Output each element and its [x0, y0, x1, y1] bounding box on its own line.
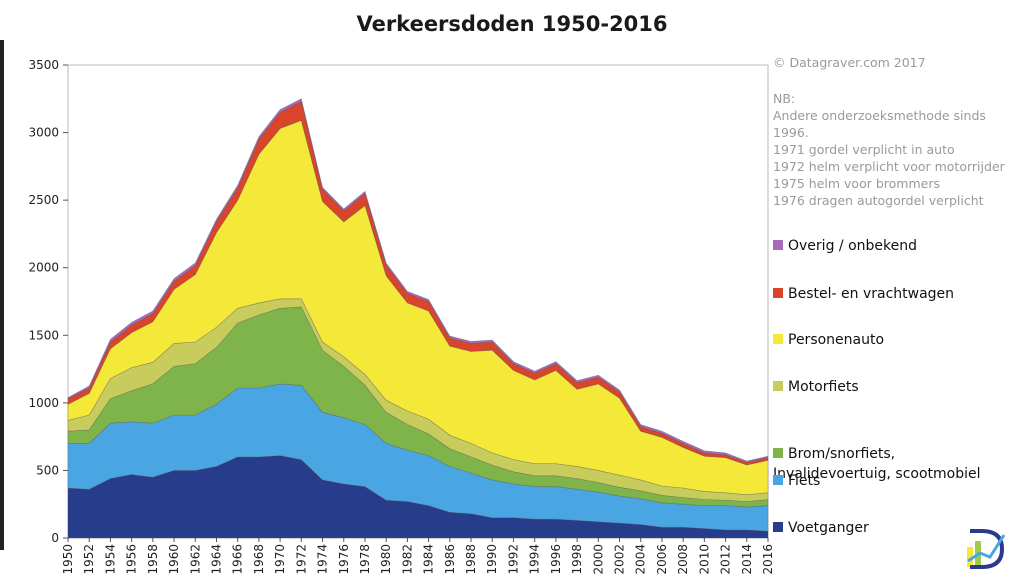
x-tick-label: 1950	[61, 544, 75, 574]
legend-item-overig: Overig / onbekend	[773, 236, 917, 256]
y-tick-label: 0	[51, 531, 59, 545]
legend-swatch	[773, 240, 783, 250]
x-tick-label: 1960	[167, 544, 181, 574]
x-tick-label: 1974	[316, 544, 330, 574]
x-tick-label: 1992	[506, 544, 520, 574]
note-line: NB:	[773, 91, 796, 106]
y-tick-label: 1500	[28, 328, 59, 342]
y-tick-label: 3500	[28, 58, 59, 72]
legend-label: Brom/snorfiets, Invalidevoertuig, scootm…	[773, 446, 981, 482]
x-tick-label: 1956	[125, 544, 139, 574]
x-tick-label: 1994	[528, 544, 542, 574]
credit-text: © Datagraver.com 2017	[773, 55, 926, 70]
x-tick-label: 1952	[82, 544, 96, 574]
x-tick-label: 1954	[103, 544, 117, 574]
x-tick-label: 2014	[740, 544, 754, 574]
left-edge-bar	[0, 40, 4, 550]
x-tick-label: 1972	[294, 544, 308, 574]
x-tick-label: 1990	[485, 544, 499, 574]
x-tick-label: 2016	[761, 544, 775, 574]
note-line: 1975 helm voor brommers	[773, 176, 940, 191]
x-tick-label: 1996	[549, 544, 563, 574]
x-tick-label: 2010	[697, 544, 711, 574]
legend-item-fiets: Fiets	[773, 471, 820, 491]
x-tick-label: 1984	[422, 544, 436, 574]
area-series-overig	[67, 98, 769, 463]
legend-swatch	[773, 475, 783, 485]
legend-label: Personenauto	[788, 332, 885, 348]
x-tick-label: 2002	[613, 544, 627, 574]
x-tick-label: 1980	[379, 544, 393, 574]
x-tick-label: 2000	[591, 544, 605, 574]
chart-title: Verkeersdoden 1950-2016	[356, 12, 668, 36]
x-tick-label: 1968	[252, 544, 266, 574]
x-tick-label: 2004	[634, 544, 648, 574]
datagraver-logo	[967, 529, 1006, 569]
x-tick-label: 1986	[443, 544, 457, 574]
note-line: 1972 helm verplicht voor motorrijder	[773, 159, 1005, 174]
y-tick-label: 500	[36, 463, 59, 477]
note-line: Andere onderzoeksmethode sinds 1996.	[773, 108, 986, 140]
legend-label: Fiets	[788, 473, 821, 489]
legend-swatch	[773, 522, 783, 532]
legend-item-personenauto: Personenauto	[773, 330, 884, 350]
x-tick-label: 1982	[400, 544, 414, 574]
y-tick-label: 2000	[28, 261, 59, 275]
x-tick-label: 2008	[676, 544, 690, 574]
x-tick-label: 1976	[337, 544, 351, 574]
note-line: 1976 dragen autogordel verplicht	[773, 193, 984, 208]
y-tick-label: 2500	[28, 193, 59, 207]
x-tick-label: 1958	[146, 544, 160, 574]
x-tick-label: 1970	[273, 544, 287, 574]
legend-item-motorfiets: Motorfiets	[773, 377, 859, 397]
logo-d-shape	[970, 529, 1005, 569]
x-tick-label: 1964	[209, 544, 223, 574]
legend-swatch	[773, 288, 783, 298]
legend-label: Voetganger	[788, 520, 869, 536]
legend-swatch	[773, 381, 783, 391]
logo-bar	[967, 547, 973, 567]
y-tick-label: 1000	[28, 396, 59, 410]
x-tick-label: 1978	[358, 544, 372, 574]
legend-item-voetganger: Voetganger	[773, 518, 869, 538]
x-tick-label: 1998	[570, 544, 584, 574]
legend-item-brom: Brom/snorfiets, Invalidevoertuig, scootm…	[773, 424, 981, 484]
x-tick-label: 1988	[464, 544, 478, 574]
legend-item-bestel: Bestel- en vrachtwagen	[773, 284, 954, 304]
y-tick-label: 3000	[28, 126, 59, 140]
legend-label: Motorfiets	[788, 379, 859, 395]
x-tick-label: 1962	[188, 544, 202, 574]
legend-label: Bestel- en vrachtwagen	[788, 286, 955, 302]
x-tick-label: 2012	[719, 544, 733, 574]
logo-line	[967, 534, 1006, 563]
legend-swatch	[773, 448, 783, 458]
legend-label: Overig / onbekend	[788, 238, 917, 254]
legend-swatch	[773, 334, 783, 344]
x-tick-label: 1966	[231, 544, 245, 574]
note-line: 1971 gordel verplicht in auto	[773, 142, 955, 157]
notes-block: NB: Andere onderzoeksmethode sinds 1996.…	[773, 90, 1023, 209]
x-tick-label: 2006	[655, 544, 669, 574]
